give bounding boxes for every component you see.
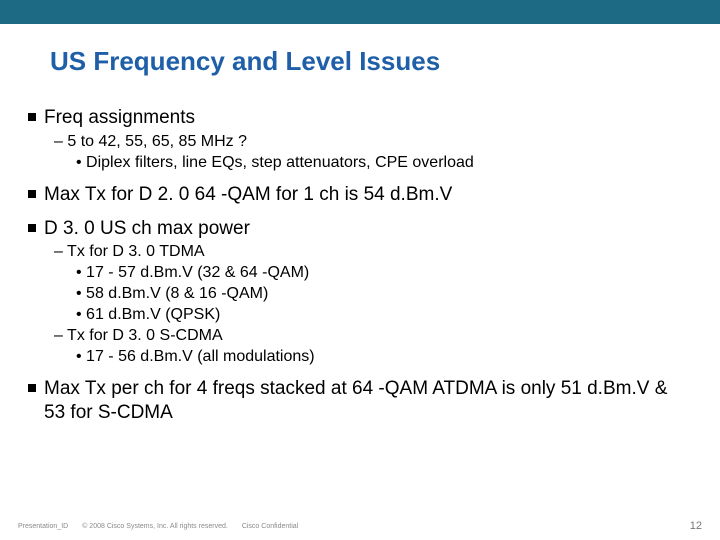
- slide-footer: Presentation_ID © 2008 Cisco Systems, In…: [18, 520, 702, 532]
- top-bar: [0, 0, 720, 24]
- slide: US Frequency and Level Issues Freq assig…: [0, 0, 720, 540]
- bullet-level-1: Freq assignments: [28, 106, 692, 130]
- footer-presentation-id: Presentation_ID: [18, 523, 68, 530]
- bullet-text: Max Tx per ch for 4 freqs stacked at 64 …: [44, 377, 692, 425]
- bullet-level-3: • Diplex filters, line EQs, step attenua…: [76, 153, 692, 173]
- footer-left: Presentation_ID © 2008 Cisco Systems, In…: [18, 523, 298, 530]
- bullet-level-2: – 5 to 42, 55, 65, 85 MHz ?: [54, 132, 692, 152]
- square-bullet-icon: [28, 224, 36, 232]
- bullet-level-2: – Tx for D 3. 0 S-CDMA: [54, 326, 692, 346]
- bullet-level-1: D 3. 0 US ch max power: [28, 217, 692, 241]
- square-bullet-icon: [28, 113, 36, 121]
- bullet-text: Freq assignments: [44, 106, 195, 130]
- slide-title: US Frequency and Level Issues: [50, 46, 440, 77]
- footer-confidential: Cisco Confidential: [242, 523, 298, 530]
- square-bullet-icon: [28, 384, 36, 392]
- square-bullet-icon: [28, 190, 36, 198]
- bullet-text: D 3. 0 US ch max power: [44, 217, 250, 241]
- bullet-level-3: • 17 - 57 d.Bm.V (32 & 64 -QAM): [76, 263, 692, 283]
- bullet-text: Max Tx for D 2. 0 64 -QAM for 1 ch is 54…: [44, 183, 452, 207]
- bullet-level-3: • 17 - 56 d.Bm.V (all modulations): [76, 347, 692, 367]
- bullet-level-1: Max Tx for D 2. 0 64 -QAM for 1 ch is 54…: [28, 183, 692, 207]
- footer-copyright: © 2008 Cisco Systems, Inc. All rights re…: [82, 523, 228, 530]
- bullet-level-2: – Tx for D 3. 0 TDMA: [54, 242, 692, 262]
- page-number: 12: [690, 520, 702, 532]
- bullet-level-1: Max Tx per ch for 4 freqs stacked at 64 …: [28, 377, 692, 425]
- slide-body: Freq assignments– 5 to 42, 55, 65, 85 MH…: [28, 96, 692, 427]
- bullet-level-3: • 61 d.Bm.V (QPSK): [76, 305, 692, 325]
- bullet-level-3: • 58 d.Bm.V (8 & 16 -QAM): [76, 284, 692, 304]
